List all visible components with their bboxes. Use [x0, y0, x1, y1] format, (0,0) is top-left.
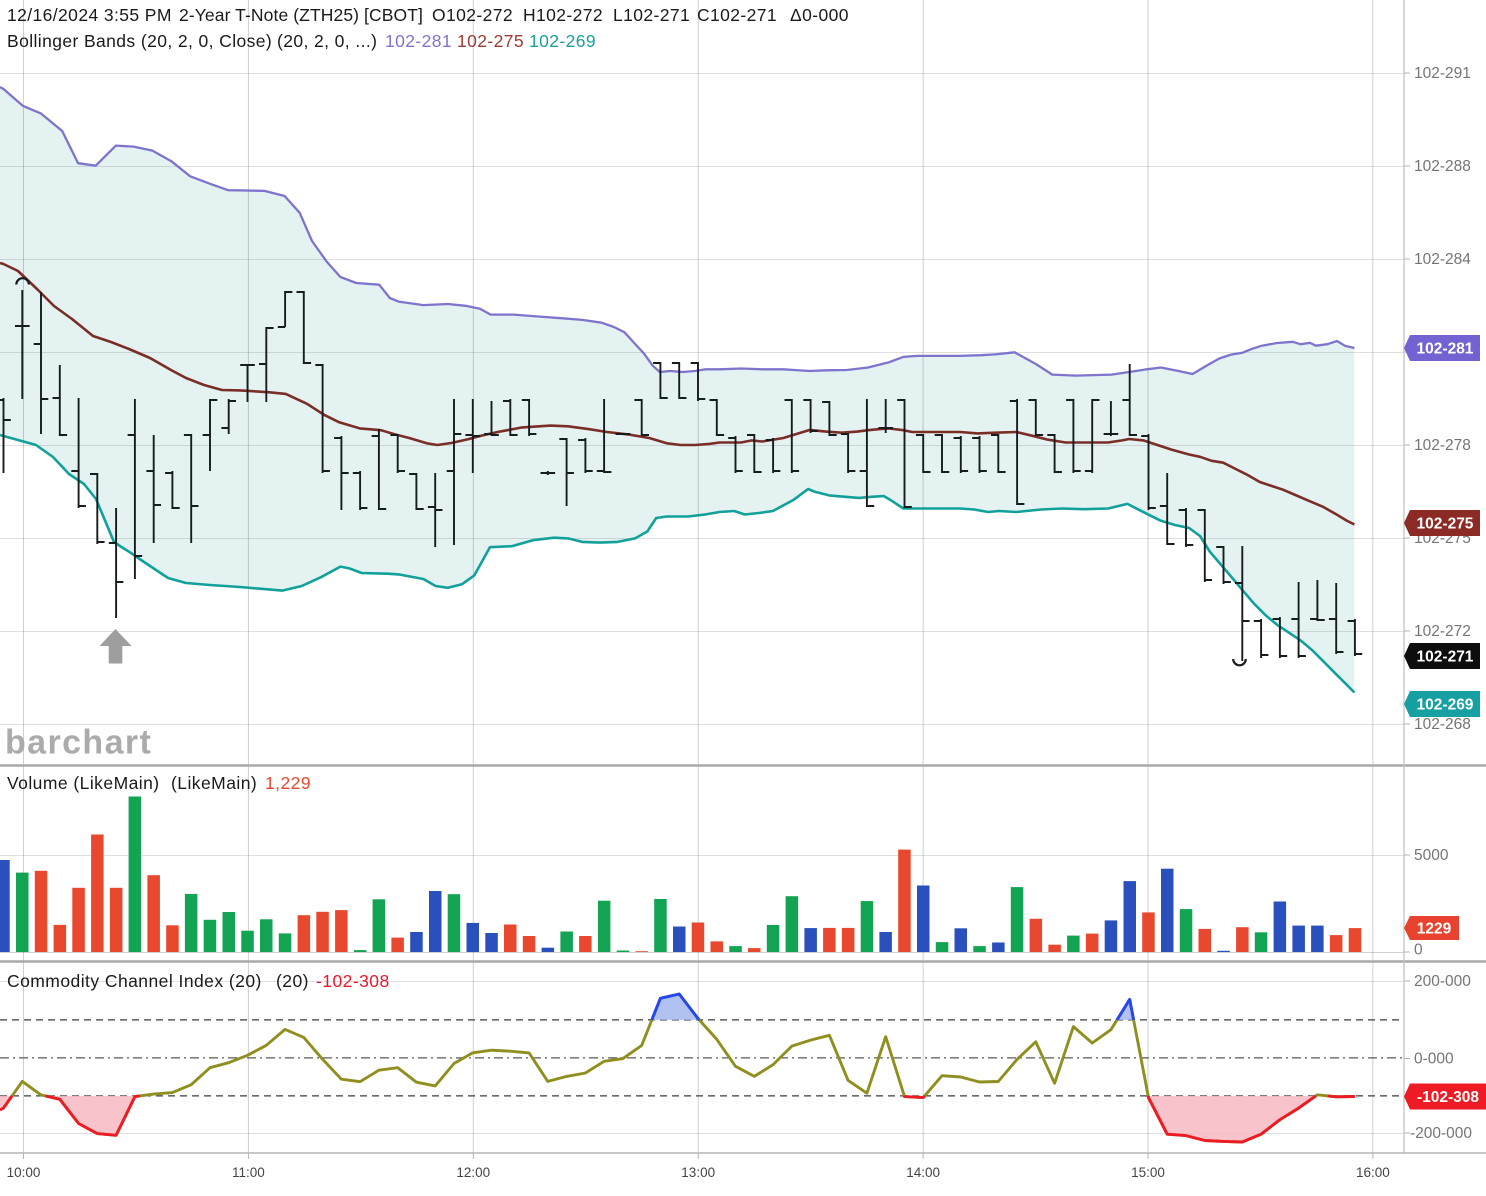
svg-text:102-271: 102-271 [1417, 649, 1474, 666]
svg-text:-200-000: -200-000 [1410, 1125, 1472, 1142]
svg-text:Bollinger Bands (20, 2, 0, Clo: Bollinger Bands (20, 2, 0, Close) (20, 2,… [7, 31, 596, 51]
svg-text:12/16/2024 3:55 PM2-Year T-Not: 12/16/2024 3:55 PM 2-Year T-Note (ZTH25) … [7, 5, 849, 25]
svg-text:Commodity Channel Index (20)(2: Commodity Channel Index (20) (20) -102-308 [7, 971, 390, 991]
svg-text:14:00: 14:00 [906, 1165, 940, 1180]
svg-text:-102-308: -102-308 [1417, 1089, 1479, 1106]
svg-text:16:00: 16:00 [1356, 1165, 1390, 1180]
svg-text:102-284: 102-284 [1414, 251, 1471, 268]
svg-text:102-278: 102-278 [1414, 437, 1471, 454]
svg-text:102-281: 102-281 [1417, 341, 1474, 358]
svg-text:102-275: 102-275 [1417, 516, 1474, 533]
svg-text:5000: 5000 [1414, 847, 1449, 864]
svg-text:12:00: 12:00 [456, 1165, 490, 1180]
svg-text:barchart: barchart [5, 724, 152, 762]
svg-text:0-000: 0-000 [1414, 1051, 1454, 1068]
svg-text:1229: 1229 [1417, 921, 1452, 938]
svg-text:10:00: 10:00 [7, 1165, 41, 1180]
svg-text:11:00: 11:00 [232, 1165, 265, 1180]
svg-text:13:00: 13:00 [681, 1165, 715, 1180]
svg-text:Volume (LikeMain)(LikeMain)1,2: Volume (LikeMain) (LikeMain) 1,229 [7, 773, 311, 793]
svg-text:200-000: 200-000 [1414, 973, 1471, 990]
svg-text:102-268: 102-268 [1414, 716, 1471, 733]
svg-text:15:00: 15:00 [1131, 1165, 1165, 1180]
svg-text:102-291: 102-291 [1414, 65, 1471, 82]
svg-text:102-269: 102-269 [1417, 697, 1474, 714]
svg-text:0: 0 [1414, 942, 1423, 959]
svg-text:102-288: 102-288 [1414, 158, 1471, 175]
svg-text:102-272: 102-272 [1414, 623, 1471, 640]
